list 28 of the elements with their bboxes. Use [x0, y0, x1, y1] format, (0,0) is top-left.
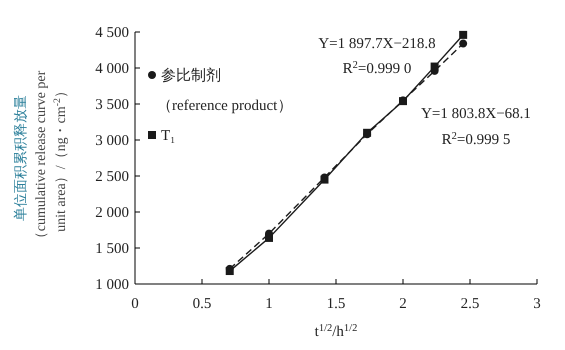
- annotation: Y=1 897.7X−218.8: [318, 36, 436, 52]
- point: [320, 176, 328, 184]
- y-tick-label: 2 500: [95, 169, 129, 185]
- x-tick-label: 1: [265, 296, 273, 312]
- point: [459, 30, 468, 39]
- y-tick-label: 3 500: [95, 97, 129, 113]
- x-axis-title: t$^{1/2}$/h$^{1/2}$: [314, 322, 358, 340]
- point: [226, 267, 234, 276]
- y-tick-label: 4 500: [95, 25, 129, 41]
- x-tick-label: 1.5: [326, 296, 346, 312]
- point: [459, 40, 468, 48]
- annotation: Y=1 803.8X−68.1: [421, 106, 531, 122]
- y-tick-label: 2 000: [95, 205, 129, 221]
- annotation: R$^{2}$=0.999 0: [342, 60, 412, 77]
- legend-label: T₁: [161, 128, 176, 144]
- y-tick-label: 1 500: [95, 241, 129, 257]
- x-tick-label: 0: [131, 296, 139, 312]
- y-tick-label: 1 000: [95, 277, 129, 293]
- x-tick-label: 2.5: [460, 296, 480, 312]
- legend-label: 参比制剂（reference product）: [157, 67, 292, 114]
- x-tick-label: 0.5: [192, 296, 212, 312]
- point: [265, 234, 273, 242]
- x-tick-label: 2: [399, 296, 407, 312]
- annotation: R$^{2}$=0.999 5: [442, 130, 510, 148]
- point: [430, 62, 439, 71]
- x-tick-label: 3: [533, 296, 541, 312]
- y-tick-label: 4 000: [95, 61, 129, 77]
- y-tick-label: 3 000: [95, 133, 129, 149]
